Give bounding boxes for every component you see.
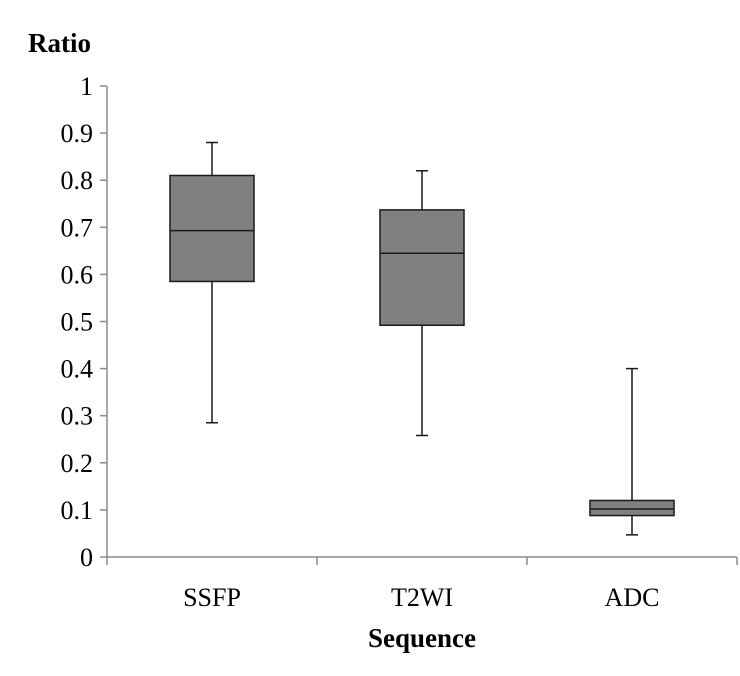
interquartile-box — [169, 174, 255, 283]
x-axis-title: Sequence — [368, 623, 476, 653]
box-adc — [589, 367, 675, 536]
y-tick-label: 0 — [80, 543, 93, 572]
y-tick-label: 1 — [80, 72, 93, 101]
y-tick-label: 0.9 — [61, 119, 94, 148]
y-tick-label: 0.3 — [61, 402, 94, 431]
interquartile-box — [589, 499, 675, 517]
y-tick-label: 0.2 — [61, 449, 94, 478]
x-category-label: SSFP — [183, 583, 241, 612]
y-axis-ticks: 0 0.1 0.2 0.3 0.4 0.5 0.6 0.7 0.8 0.9 1 — [61, 72, 107, 572]
x-category-label: ADC — [605, 583, 660, 612]
box-ssfp — [169, 141, 255, 424]
y-tick-label: 0.8 — [61, 166, 94, 195]
y-tick-label: 0.1 — [61, 496, 94, 525]
y-axis-title: Ratio — [28, 28, 91, 58]
y-tick-label: 0.7 — [61, 213, 94, 242]
box-series — [169, 141, 675, 536]
y-tick-label: 0.5 — [61, 308, 94, 337]
x-axis-ticks: SSFP T2WI ADC — [106, 557, 738, 612]
y-tick-label: 0.4 — [61, 355, 94, 384]
interquartile-box — [379, 209, 465, 327]
x-category-label: T2WI — [391, 583, 453, 612]
y-tick-label: 0.6 — [61, 260, 94, 289]
box-t2wi — [379, 170, 465, 437]
